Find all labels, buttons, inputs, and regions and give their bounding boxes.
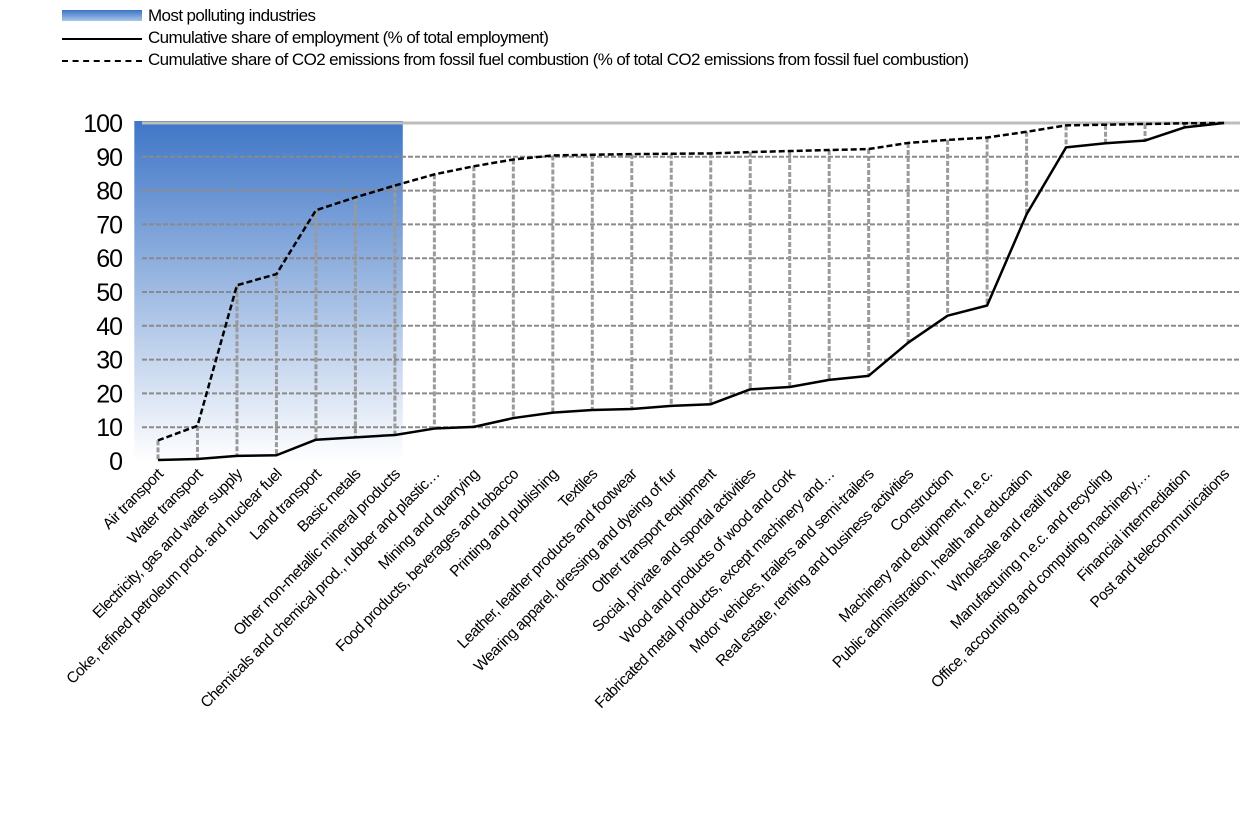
legend-label-employment: Cumulative share of employment (% of tot… bbox=[148, 28, 549, 47]
series-line-employment bbox=[157, 121, 1225, 462]
legend-swatch-highlight bbox=[62, 10, 142, 21]
y-tick-label: 100 bbox=[83, 110, 122, 138]
x-tick-label: Electricity, gas and water supply bbox=[90, 465, 247, 622]
legend-line-emissions bbox=[62, 60, 142, 62]
y-tick-label: 20 bbox=[96, 380, 122, 408]
series-line-emissions bbox=[157, 121, 1225, 442]
y-tick-label: 0 bbox=[109, 448, 122, 476]
legend-line-employment bbox=[62, 38, 142, 40]
y-tick-label: 50 bbox=[96, 279, 122, 307]
y-tick-label: 90 bbox=[96, 144, 122, 172]
y-tick-label: 10 bbox=[96, 414, 122, 442]
legend-label-highlight: Most polluting industries bbox=[148, 6, 316, 25]
y-tick-label: 60 bbox=[96, 245, 122, 273]
x-tick-label: Food products, beverages and tobacco bbox=[333, 466, 522, 655]
y-tick-label: 40 bbox=[96, 313, 122, 341]
y-tick-label: 80 bbox=[96, 178, 122, 206]
y-tick-label: 70 bbox=[96, 211, 122, 239]
y-tick-label: 30 bbox=[96, 347, 122, 375]
legend-label-emissions: Cumulative share of CO2 emissions from f… bbox=[148, 50, 969, 69]
